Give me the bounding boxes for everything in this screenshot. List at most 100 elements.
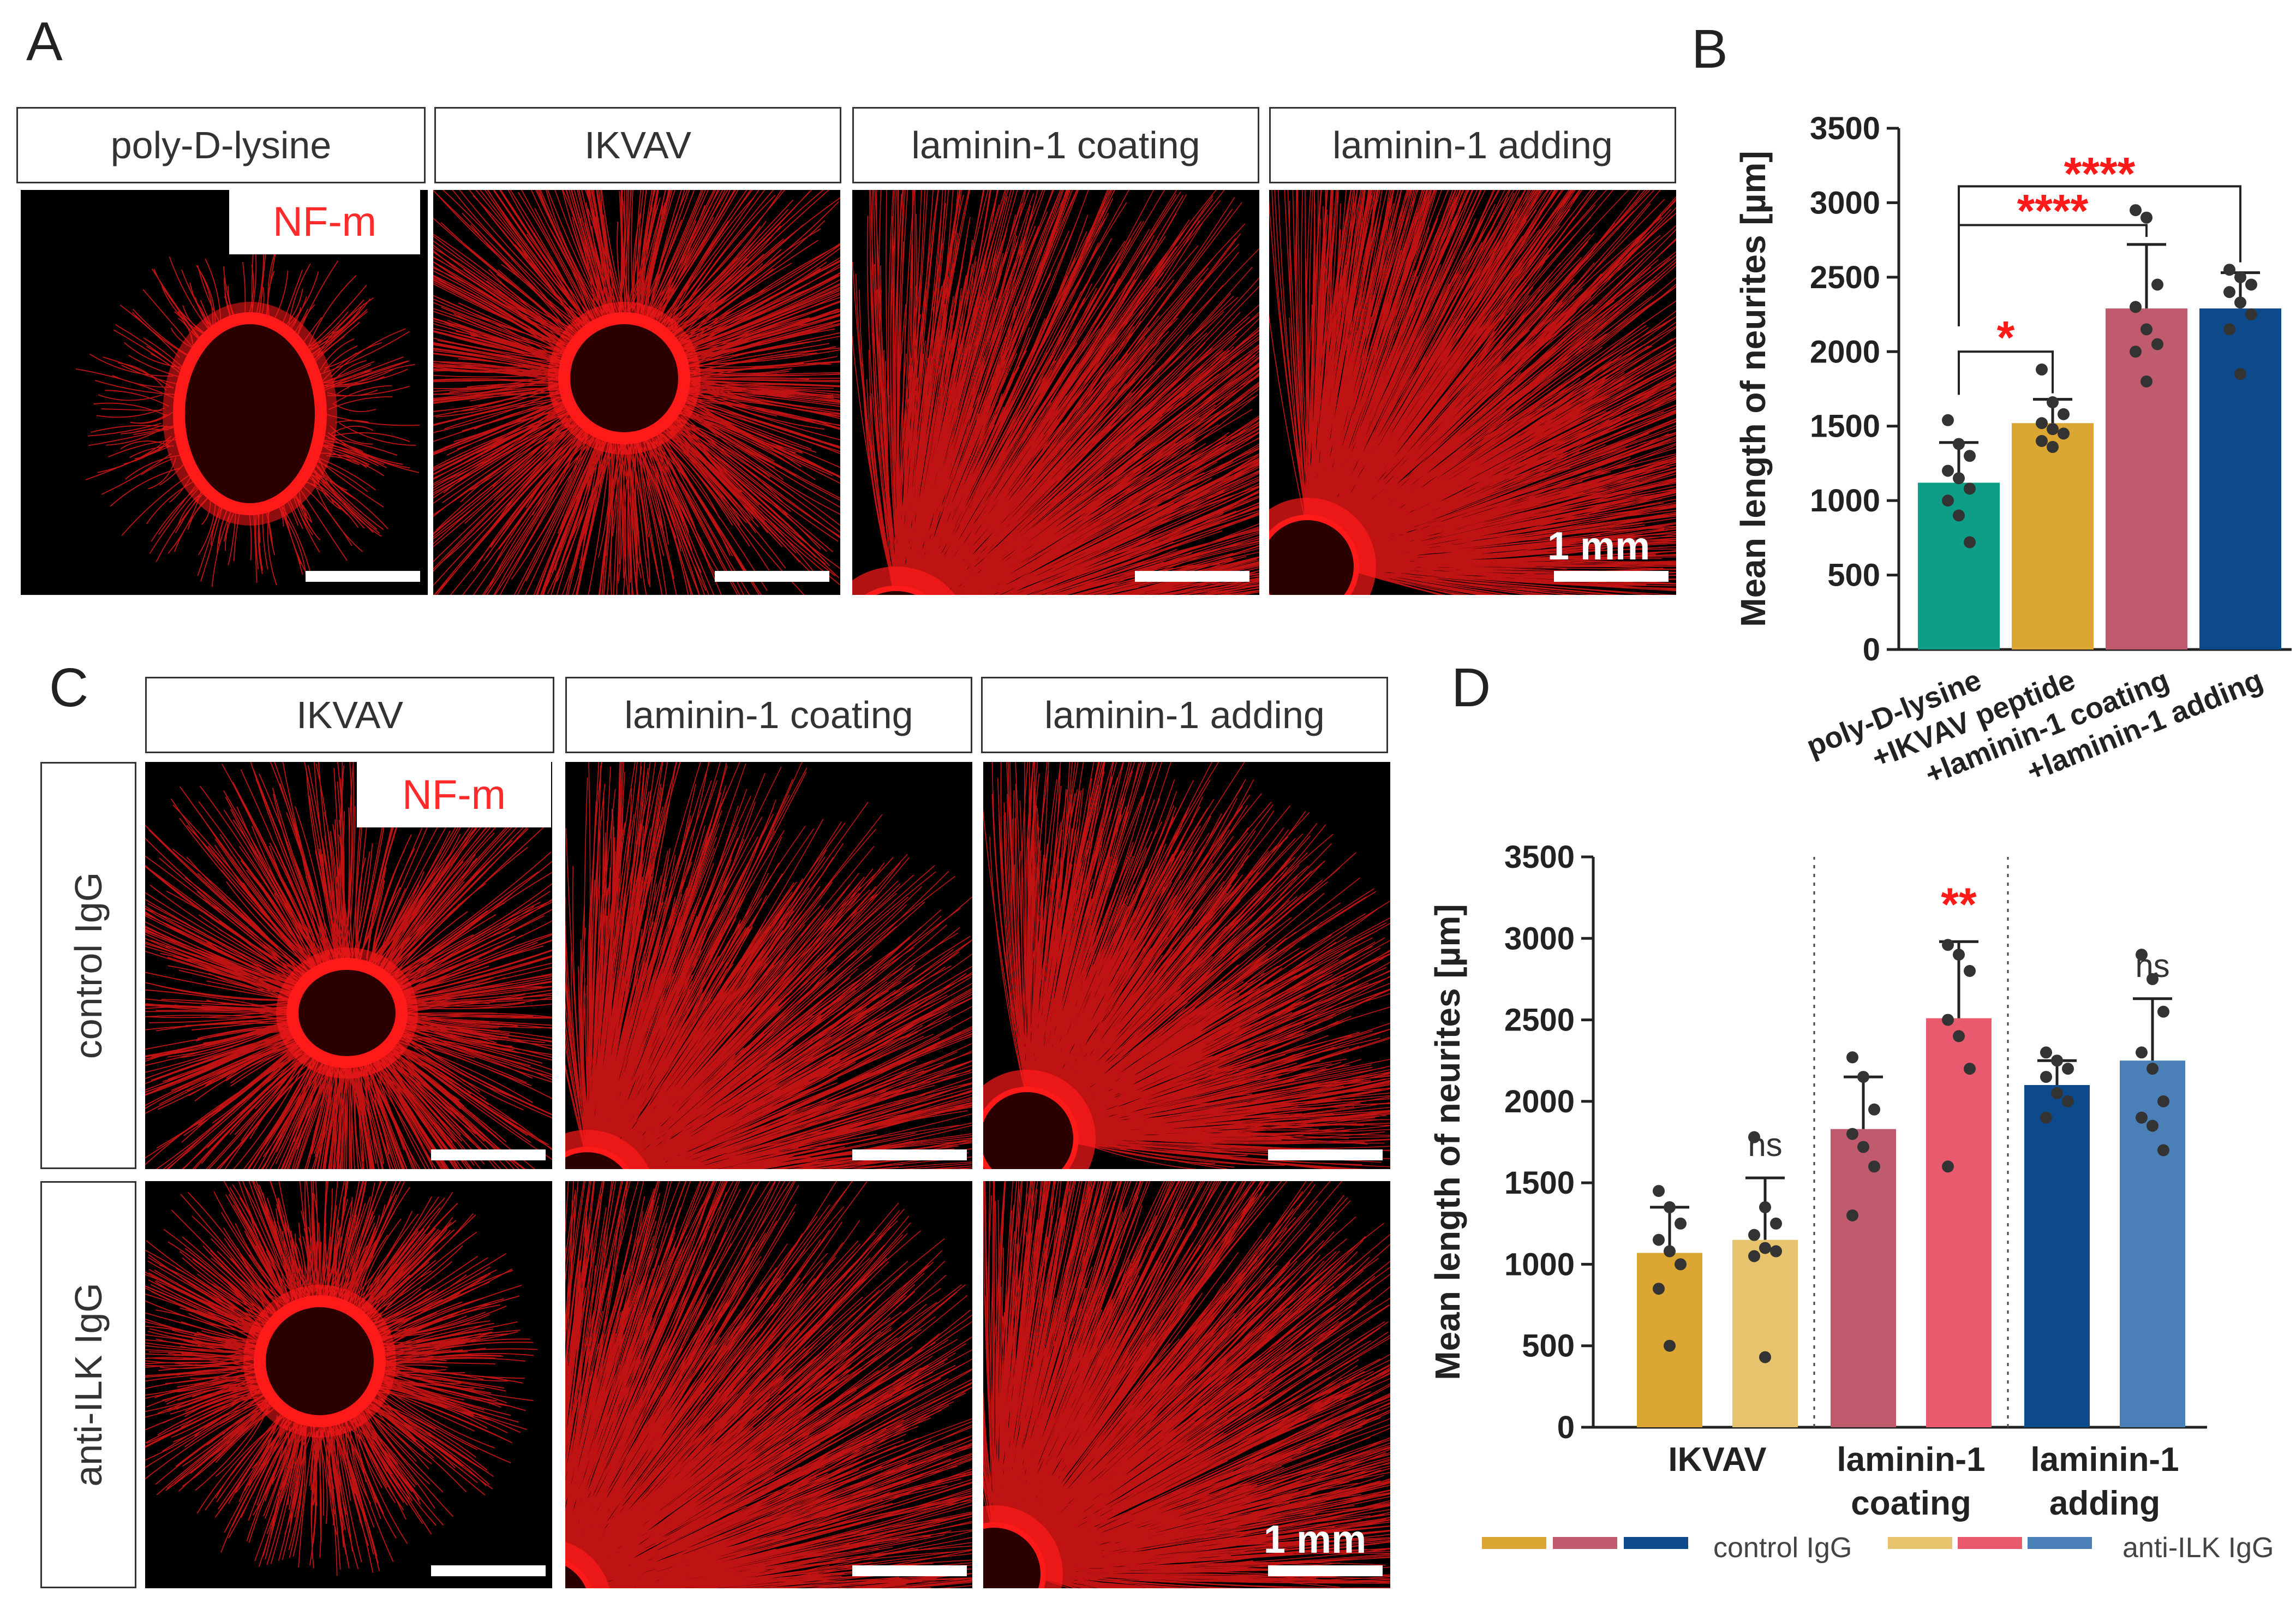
data-point xyxy=(1748,1131,1760,1143)
bar xyxy=(2024,1085,2090,1427)
data-point xyxy=(1868,1160,1880,1173)
chart-d-neurite-length-ilk: 0 500 1000 1500 2000 2500 3000 3500 Mean length … xyxy=(1430,839,2207,1522)
row-label-anti-ilk-igg: anti-ILK IgG xyxy=(40,1181,136,1588)
y-tick-label: 0 xyxy=(1557,1410,1575,1445)
data-point xyxy=(2051,1087,2063,1099)
panel-label-a: A xyxy=(26,11,63,72)
scale-bar xyxy=(1135,571,1249,582)
row-label-control-igg-text: control IgG xyxy=(67,872,110,1059)
data-point xyxy=(2047,423,2059,436)
group-label: laminin-1 xyxy=(1837,1441,1985,1479)
data-point xyxy=(1964,450,1976,462)
data-point xyxy=(2047,440,2059,453)
y-tick-label: 0 xyxy=(1863,632,1880,668)
panel-a-header-poly-d-lysine: poly-D-lysine xyxy=(16,107,426,183)
bar xyxy=(2199,308,2281,649)
data-point xyxy=(2136,1046,2148,1059)
significance-bracket xyxy=(1958,350,2054,395)
data-point xyxy=(1759,1242,1771,1254)
significance-label: **** xyxy=(2017,185,2089,236)
data-point xyxy=(2058,427,2070,440)
data-point xyxy=(2151,338,2163,350)
data-point xyxy=(2047,396,2059,409)
data-point xyxy=(1964,1063,1976,1075)
neurite-strands xyxy=(433,190,840,595)
data-point xyxy=(1846,1051,1858,1064)
data-point xyxy=(1953,509,1965,522)
explant-body xyxy=(983,1522,1046,1588)
panel-c-header-ikvav: IKVAV xyxy=(145,677,554,753)
y-tick-label: 1000 xyxy=(1504,1247,1575,1282)
data-point xyxy=(1953,1030,1965,1042)
data-point xyxy=(1964,965,1976,977)
significance-label: ns xyxy=(1748,1127,1782,1163)
significance-bracket xyxy=(1958,185,2241,263)
row-label-control-igg: control IgG xyxy=(40,762,136,1169)
data-point xyxy=(2136,1111,2148,1124)
data-point xyxy=(2136,949,2148,961)
data-point xyxy=(2223,323,2235,336)
row-label-anti-ilk-igg-text: anti-ILK IgG xyxy=(67,1283,110,1487)
data-point xyxy=(2130,204,2142,217)
y-tick-label: 1000 xyxy=(1810,483,1880,519)
group-label: IKVAV xyxy=(1668,1441,1766,1479)
bar xyxy=(2120,1060,2185,1427)
micrograph-c-control-ikvav xyxy=(145,762,552,1169)
y-tick-label: 2500 xyxy=(1504,1003,1575,1038)
data-point xyxy=(2245,278,2257,291)
scale-bar xyxy=(852,1149,967,1160)
scale-bar xyxy=(852,1565,967,1576)
explant-body xyxy=(1269,515,1359,595)
explant-body xyxy=(565,1559,592,1588)
data-point xyxy=(2062,1063,2074,1075)
data-point xyxy=(2062,1095,2074,1107)
micrograph-c-anti-ilk-laminin-adding xyxy=(983,1181,1390,1588)
data-point xyxy=(1953,472,1965,485)
micrograph-c-control-laminin-coating xyxy=(565,762,972,1169)
chart-b-neurite-length: 0 500 1000 1500 2000 2500 3000 3500 Mean length … xyxy=(1733,111,2292,791)
y-axis-label: Mean length of neurites [µm] xyxy=(1430,904,1467,1380)
explant-body xyxy=(173,312,327,515)
group-label: adding xyxy=(2049,1485,2160,1522)
data-point xyxy=(1942,939,1954,951)
y-tick-label: 500 xyxy=(1827,558,1880,593)
panel-label-d: D xyxy=(1451,657,1491,718)
bar xyxy=(1831,1129,1896,1427)
data-point xyxy=(1942,1160,1954,1173)
data-point xyxy=(2223,286,2235,299)
neurite-strands xyxy=(145,762,552,1169)
significance-label: ns xyxy=(2135,947,2169,984)
data-point xyxy=(2234,368,2246,380)
significance-label: ** xyxy=(1941,878,1977,929)
data-point xyxy=(1759,1351,1771,1363)
bar xyxy=(2012,423,2094,649)
explant-body xyxy=(864,586,928,595)
scale-bar-label: 1 mm xyxy=(1547,525,1651,568)
y-tick-label: 2000 xyxy=(1810,334,1880,370)
data-point xyxy=(1748,1250,1760,1262)
scale-bar xyxy=(431,1149,546,1160)
data-point xyxy=(2130,301,2142,313)
panel-a-header-ikvav: IKVAV xyxy=(434,107,841,183)
data-point xyxy=(1653,1283,1665,1295)
data-point xyxy=(2146,1119,2159,1132)
legend-swatch-anti-pink xyxy=(1958,1537,2022,1549)
data-point xyxy=(1846,1128,1858,1140)
scale-bar xyxy=(431,1565,546,1576)
scale-bar xyxy=(306,571,420,582)
data-point xyxy=(2036,435,2048,447)
scale-bar xyxy=(1268,1149,1383,1160)
micrograph-c-anti-ilk-ikvav xyxy=(145,1181,552,1588)
data-point xyxy=(2223,264,2235,276)
explant-body xyxy=(286,958,408,1068)
y-tick-label: 3500 xyxy=(1810,111,1880,146)
data-point xyxy=(1770,1217,1782,1230)
data-point xyxy=(1653,1185,1665,1197)
data-point xyxy=(1846,1209,1858,1221)
data-point xyxy=(2140,211,2152,224)
data-point xyxy=(1953,438,1965,450)
data-point xyxy=(2036,417,2048,430)
y-tick-label: 3000 xyxy=(1810,185,1880,221)
data-point xyxy=(1942,1014,1954,1026)
legend-swatch-anti-steel xyxy=(2028,1537,2092,1549)
